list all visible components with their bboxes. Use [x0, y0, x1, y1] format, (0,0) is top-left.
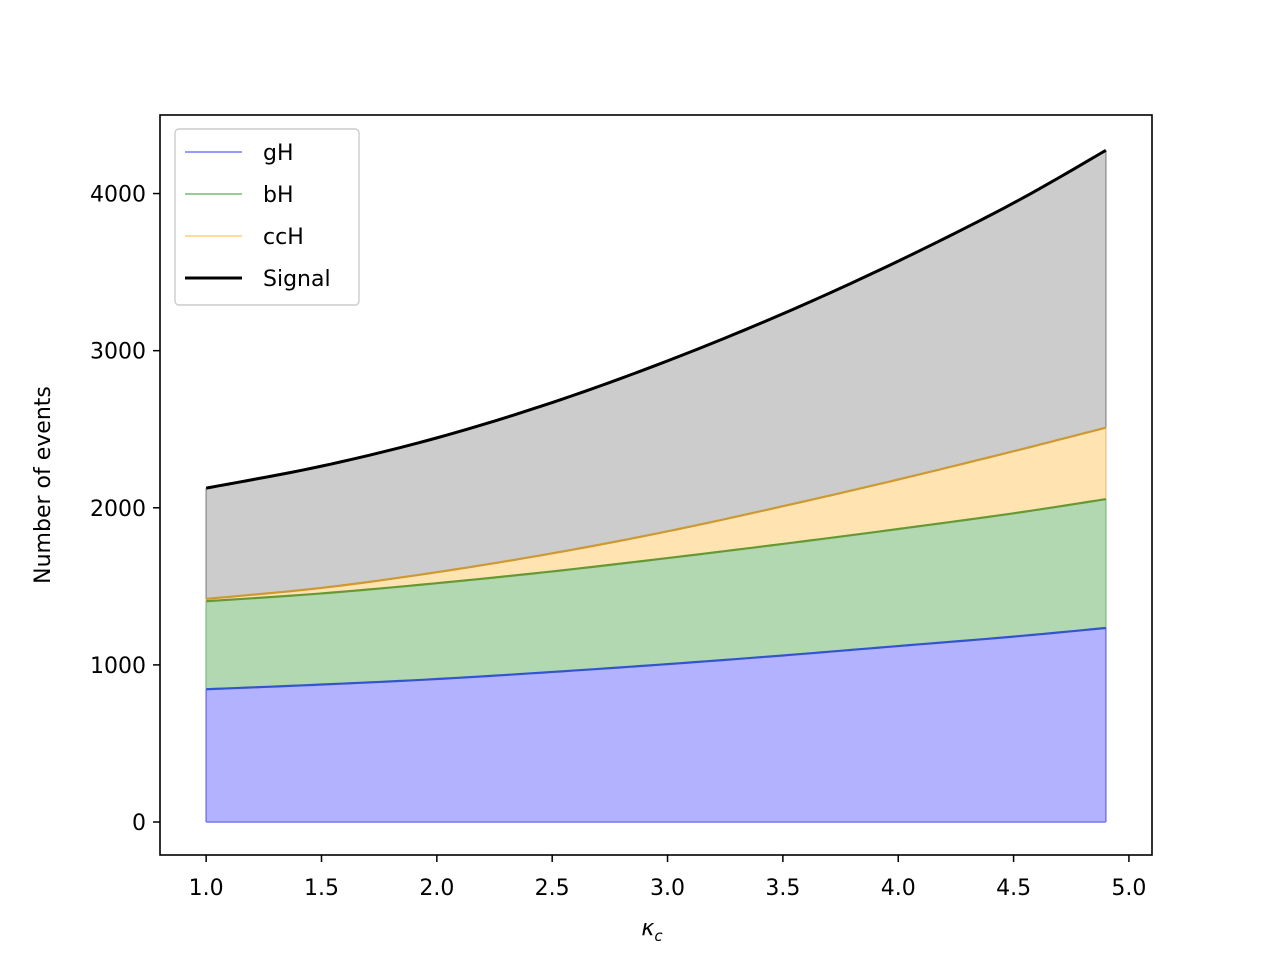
y-tick-label: 0: [132, 811, 146, 836]
x-axis-ticks: 1.0 1.5 2.0 2.5 3.0 3.5 4.0 4.5 5.0: [189, 855, 1146, 901]
x-tick-label: 2.5: [535, 876, 570, 901]
legend-label-ccH: ccH: [263, 225, 304, 250]
line-gh: [206, 626, 1106, 691]
y-axis-label: Number of events: [31, 386, 56, 584]
legend-label-signal: Signal: [263, 267, 331, 292]
x-tick-label: 2.0: [419, 876, 454, 901]
x-tick-label: 3.5: [765, 876, 800, 901]
area-bh: [206, 499, 1106, 690]
x-axis-label-main: κ: [641, 916, 654, 941]
plot-frame: [159, 114, 1153, 856]
x-tick-label: 5.0: [1111, 876, 1146, 901]
x-tick-label: 4.5: [996, 876, 1031, 901]
x-tick-label: 1.0: [189, 876, 224, 901]
y-axis-ticks: 0 1000 2000 3000 4000: [90, 183, 160, 836]
area-cch: [206, 427, 1106, 602]
x-axis-label-subscript: c: [654, 927, 663, 945]
legend-label-gH: gH: [263, 141, 294, 166]
area-signal: [206, 150, 1106, 599]
line-cch: [206, 426, 1107, 601]
area-fills: [205, 150, 1107, 823]
x-tick-label: 4.0: [881, 876, 916, 901]
line-bh: [206, 498, 1107, 603]
x-tick-label: 1.5: [304, 876, 339, 901]
legend-frame: [174, 128, 360, 306]
x-tick-label: 3.0: [650, 876, 685, 901]
legend: gH bH ccH Signal: [174, 128, 360, 306]
area-gh: [206, 627, 1106, 823]
y-tick-label: 4000: [90, 183, 146, 208]
y-tick-label: 2000: [90, 497, 146, 522]
legend-label-bH: bH: [263, 183, 294, 208]
y-tick-label: 3000: [90, 340, 146, 365]
x-axis-label: κc: [641, 916, 663, 945]
y-tick-label: 1000: [90, 654, 146, 679]
line-signal: [205, 149, 1107, 490]
series-lines: [205, 149, 1107, 691]
